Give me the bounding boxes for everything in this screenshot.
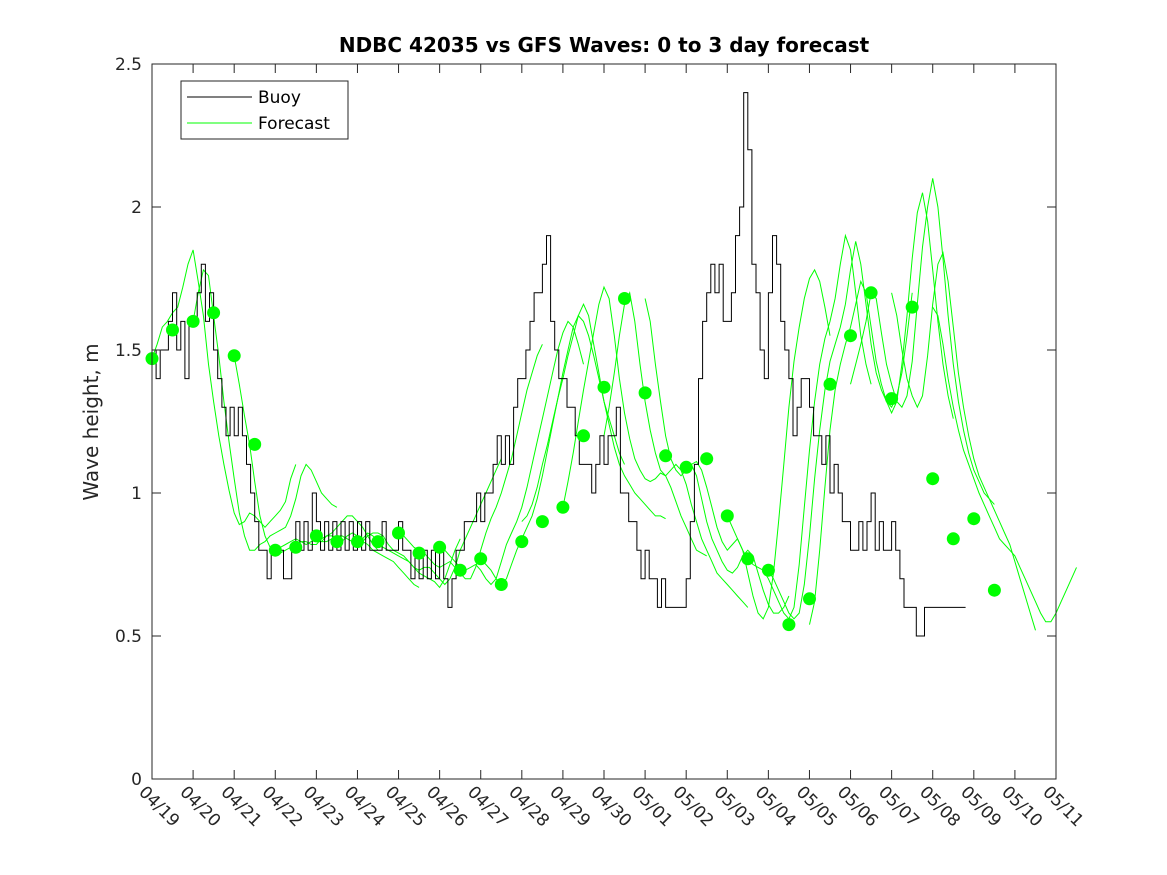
forecast-point: [166, 323, 179, 337]
plot-background: [152, 64, 1056, 779]
y-tick-label: 2: [131, 198, 142, 218]
y-tick-label: 1: [131, 484, 142, 504]
forecast-run-line: [521, 302, 666, 522]
legend-forecast-label: Forecast: [258, 114, 330, 134]
forecast-point: [905, 300, 919, 314]
forecast-point: [392, 526, 405, 540]
x-axis-ticks: [151, 64, 1057, 779]
forecast-point: [864, 286, 878, 300]
forecast-point: [967, 512, 981, 526]
forecast-run-line: [562, 285, 707, 557]
forecast-point: [926, 472, 940, 486]
y-tick-label: 0: [131, 770, 142, 790]
forecast-point: [186, 314, 200, 328]
forecast-point: [844, 329, 857, 343]
plot-area: [145, 63, 1077, 780]
forecast-point: [885, 392, 899, 406]
forecast-points: [145, 286, 1001, 632]
forecast-point: [761, 563, 775, 577]
buoy-line: [152, 92, 966, 637]
forecast-run-line: [809, 192, 954, 625]
legend: Buoy Forecast: [180, 80, 349, 140]
forecast-point: [515, 535, 529, 549]
forecast-point: [289, 540, 303, 554]
forecast-point: [227, 349, 241, 363]
forecast-point: [803, 592, 816, 606]
forecast-point: [453, 563, 467, 577]
forecast-point: [371, 535, 385, 549]
forecast-run-line: [932, 306, 1077, 623]
forecast-point: [474, 552, 488, 566]
legend-buoy-label: Buoy: [258, 88, 301, 108]
y-axis-ticks: [152, 63, 1056, 780]
buoy-series-line: [152, 92, 966, 637]
forecast-point: [823, 377, 837, 391]
forecast-point: [700, 452, 714, 466]
legend-box: [180, 80, 349, 140]
forecast-point: [720, 509, 734, 523]
forecast-point: [309, 529, 323, 543]
forecast-point: [638, 386, 652, 400]
forecast-point: [412, 546, 426, 560]
y-tick-label: 1.5: [115, 341, 142, 361]
y-axis-label: Wave height, m: [79, 343, 103, 500]
forecast-point: [351, 535, 364, 549]
y-tick-label: 2.5: [115, 55, 142, 75]
forecast-point: [618, 292, 631, 305]
forecast-run-line: [357, 458, 502, 586]
forecast-point: [330, 535, 344, 549]
y-axis-tick-labels: 0 0.5 1 1.5 2 2.5: [115, 55, 142, 790]
forecast-point: [494, 578, 508, 591]
forecast-point: [782, 618, 796, 632]
forecast-run-line: [151, 249, 297, 529]
forecast-point: [248, 437, 262, 451]
forecast-point: [597, 380, 611, 394]
forecast-point: [535, 515, 549, 529]
forecast-point: [741, 552, 755, 566]
forecast-point: [946, 532, 960, 546]
forecast-run-line: [233, 355, 379, 551]
forecast-point: [577, 429, 590, 443]
forecast-run-line: [685, 268, 831, 620]
y-tick-label: 0.5: [115, 627, 142, 647]
forecast-point: [433, 540, 447, 554]
forecast-point: [987, 583, 1001, 597]
forecast-point: [659, 449, 673, 463]
forecast-point: [207, 306, 221, 320]
forecast-run-line: [192, 268, 338, 551]
forecast-point: [556, 500, 570, 514]
forecast-point: [679, 460, 693, 474]
chart-title: NDBC 42035 vs GFS Waves: 0 to 3 day fore…: [339, 33, 870, 57]
forecast-point: [268, 543, 282, 557]
forecast-run-line: [891, 251, 1036, 631]
